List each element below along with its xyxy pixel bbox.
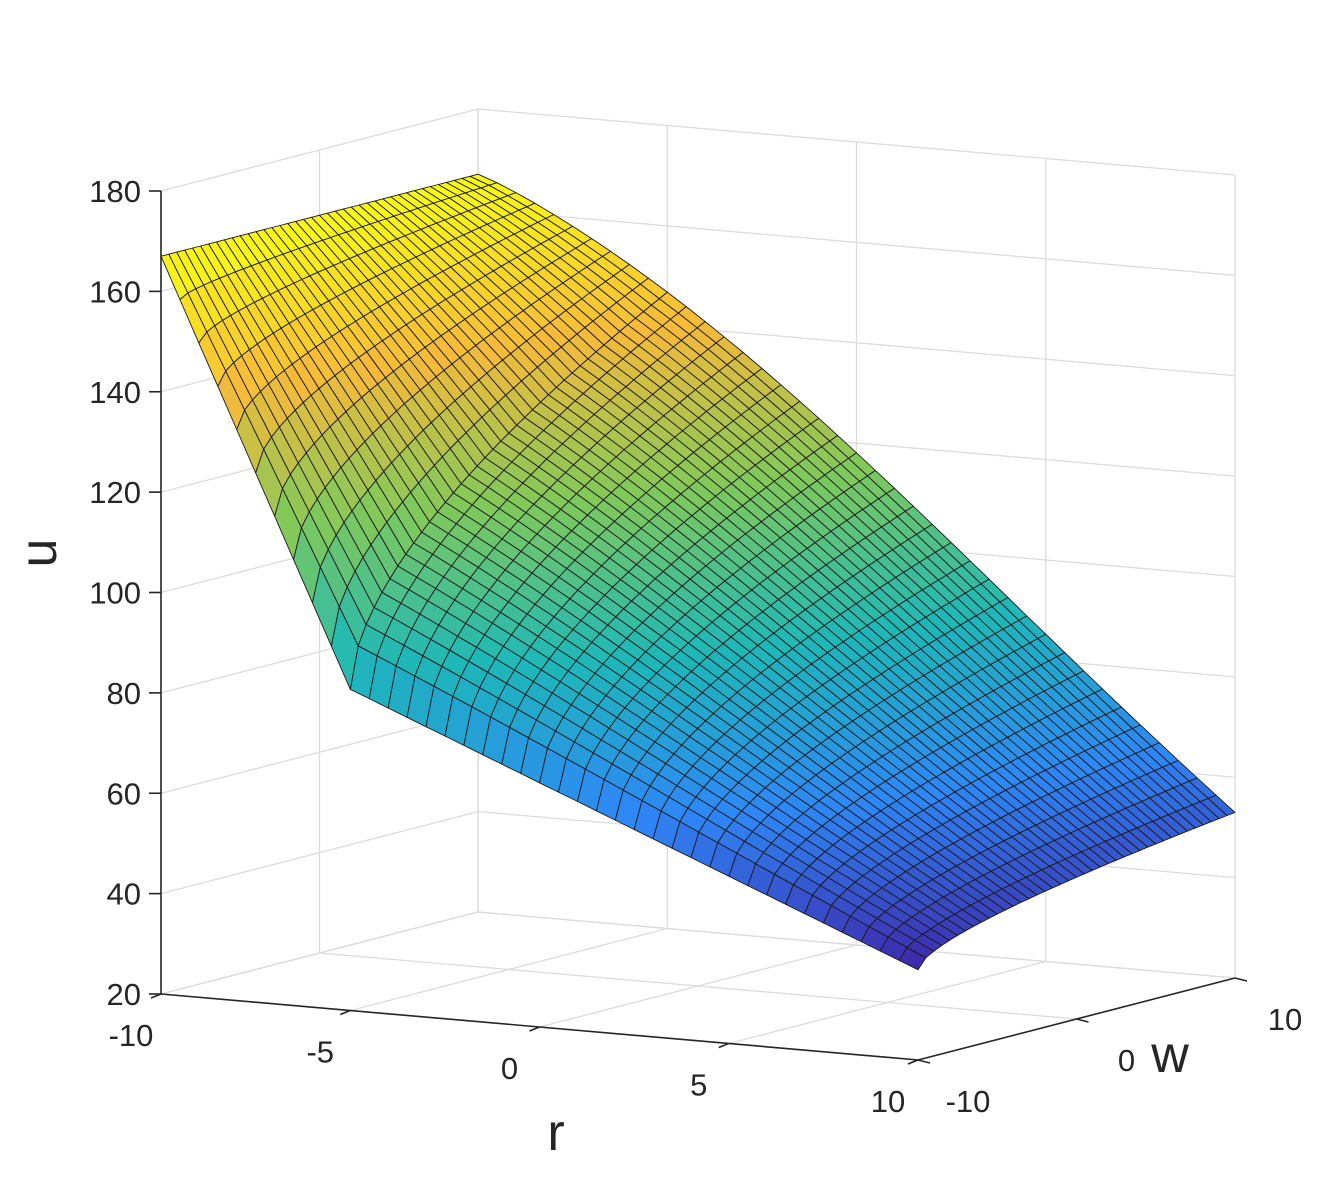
r-tick-mark	[907, 1059, 919, 1065]
w-tick-mark	[1076, 1018, 1089, 1023]
z-tick-label: 60	[107, 776, 141, 811]
z-axis-label: u	[10, 539, 68, 568]
w-tick-label: 10	[1268, 1002, 1302, 1037]
x-axis-label: r	[547, 1104, 564, 1162]
w-tick-mark	[1234, 977, 1248, 982]
w-tick-label: 0	[1118, 1043, 1135, 1078]
y-axis-label: w	[1150, 1026, 1189, 1084]
r-tick-label: -10	[109, 1018, 154, 1053]
tick-labels: 20 40 60 80 100 120 140 160 180 -10 -5 0 5 10 -10 0 10	[89, 174, 1302, 1119]
w-tick-label: -10	[946, 1084, 991, 1119]
z-tick-label: 40	[107, 877, 141, 912]
z-tick-label: 80	[107, 676, 141, 711]
r-tick-label: 10	[871, 1084, 905, 1119]
z-tick-label: 140	[89, 375, 141, 410]
r-tick-label: -5	[306, 1035, 334, 1070]
surface-mesh	[160, 173, 1236, 971]
w-tick-mark	[917, 1059, 931, 1064]
grid-line	[319, 952, 1077, 1020]
z-tick-label: 120	[89, 475, 141, 510]
z-tick-label: 180	[89, 174, 141, 209]
r-tick-mark	[529, 1026, 540, 1032]
r-tick-mark	[718, 1042, 730, 1049]
r-tick-mark	[150, 993, 162, 999]
z-tick-label: 100	[89, 576, 141, 611]
z-tick-label: 20	[107, 977, 141, 1012]
surface-facet	[469, 173, 498, 186]
r-tick-mark	[339, 1009, 351, 1016]
axis-labels: r w u	[10, 539, 1189, 1162]
r-tick-label: 5	[690, 1068, 707, 1103]
z-tick-label: 160	[89, 274, 141, 309]
r-tick-label: 0	[501, 1051, 518, 1086]
grid-line	[477, 911, 1236, 979]
